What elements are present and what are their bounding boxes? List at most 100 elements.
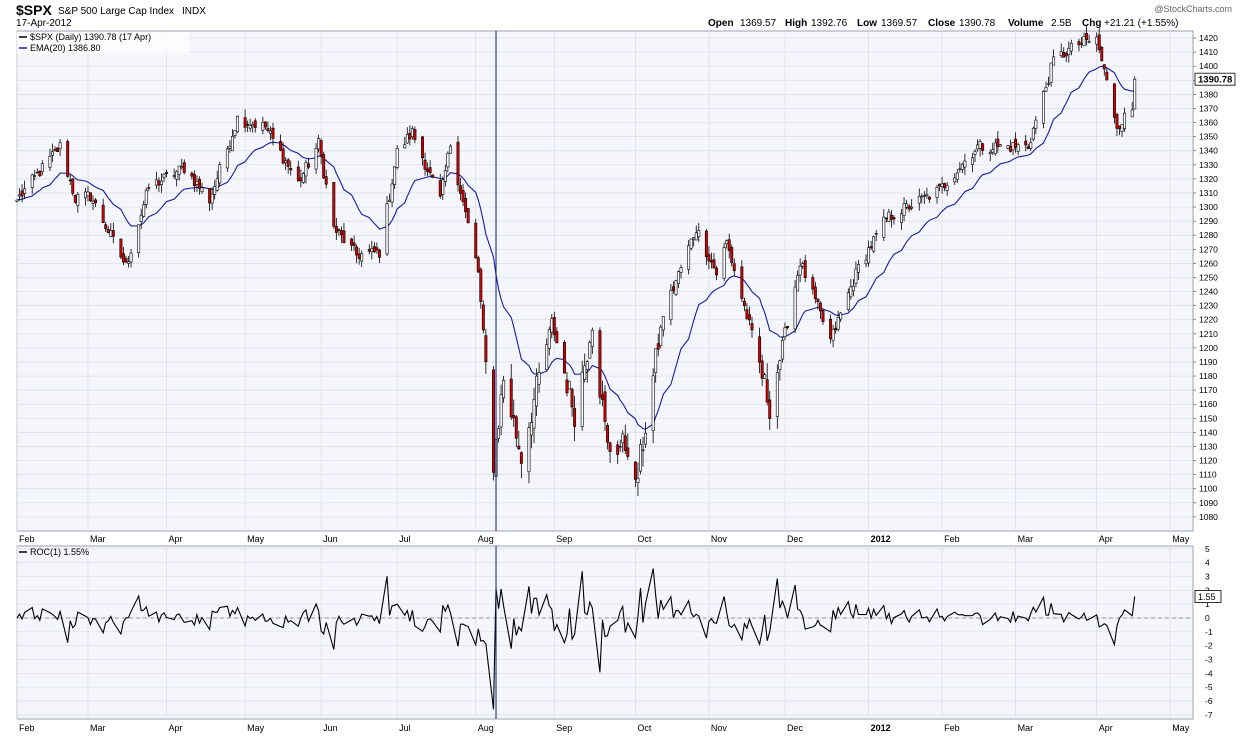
month-label: Apr	[169, 534, 183, 544]
candle-body	[492, 369, 495, 473]
down-candle	[821, 308, 825, 325]
down-candle	[712, 253, 716, 269]
down-candle	[1105, 67, 1109, 82]
down-candle	[745, 303, 749, 321]
candle-body	[1006, 145, 1010, 149]
roc-tick-label: 5	[1205, 544, 1210, 554]
candle-body	[839, 312, 843, 320]
down-candle	[818, 301, 822, 319]
down-candle	[484, 328, 488, 374]
price-plot-area	[16, 30, 1194, 532]
up-candle	[236, 115, 239, 133]
up-candle	[778, 359, 782, 381]
candle-body	[408, 132, 412, 140]
candle-body	[598, 330, 602, 398]
price-tick-label: 1350	[1199, 132, 1218, 142]
candle-body	[725, 240, 729, 245]
high-label: High	[785, 18, 807, 29]
price-tick-label: 1140	[1199, 427, 1218, 437]
candle-body	[334, 226, 338, 233]
up-candle	[856, 259, 860, 280]
candle-body	[953, 177, 957, 183]
up-candle	[689, 238, 693, 251]
down-candle	[517, 430, 521, 451]
candle-body	[849, 286, 853, 298]
up-candle	[443, 164, 447, 187]
candle-body	[1102, 64, 1106, 70]
candle-body	[476, 257, 480, 273]
candle-body	[692, 237, 696, 240]
candle-body	[281, 148, 285, 164]
up-candle	[1087, 34, 1091, 44]
down-candle	[760, 354, 764, 387]
candle-body	[535, 375, 539, 407]
candle-body	[431, 174, 435, 178]
price-tick-label: 1160	[1199, 399, 1218, 409]
down-candle	[633, 461, 637, 488]
volume-value: 2.5B	[1051, 18, 1072, 29]
candle-body	[195, 181, 199, 185]
candle-body	[377, 249, 381, 258]
price-tick-label: 1220	[1199, 315, 1218, 325]
up-candle	[998, 144, 1002, 147]
candle-body	[236, 115, 239, 133]
candle-body	[1115, 114, 1119, 129]
price-tick-label: 1400	[1199, 61, 1218, 71]
down-candle	[742, 297, 746, 312]
roc-tick-label: 4	[1205, 558, 1210, 568]
candle-body	[461, 189, 465, 202]
up-candle	[780, 336, 784, 363]
candle-body	[1082, 36, 1086, 47]
close-label: Close	[928, 18, 956, 29]
up-candle	[874, 230, 878, 242]
down-candle	[1024, 135, 1028, 152]
candle-body	[370, 248, 374, 253]
candle-body	[910, 206, 914, 209]
up-candle	[215, 170, 219, 192]
candle-body	[509, 378, 513, 418]
candle-body	[413, 129, 417, 141]
candle-body	[40, 163, 44, 172]
up-candle	[230, 129, 234, 152]
candle-body	[732, 263, 736, 272]
down-candle	[1100, 45, 1104, 62]
up-candle	[210, 187, 214, 210]
up-candle	[499, 384, 503, 436]
up-candle	[1123, 107, 1127, 132]
candle-body	[996, 138, 1000, 147]
month-label: Jul	[399, 534, 411, 544]
candle-body	[18, 194, 21, 197]
up-candle	[867, 240, 871, 267]
candle-body	[474, 222, 478, 259]
candle-body	[230, 136, 234, 152]
up-candle	[783, 322, 787, 341]
candle-body	[109, 230, 113, 237]
candle-body	[1026, 146, 1030, 150]
down-candle	[892, 215, 896, 225]
open-label: Open	[708, 18, 734, 29]
candle-body	[246, 123, 250, 126]
candle-body	[955, 172, 959, 180]
down-candle	[350, 237, 354, 251]
down-candle	[355, 244, 359, 264]
volume-label: Volume	[1008, 18, 1044, 29]
month-label: Oct	[637, 723, 652, 733]
candle-body	[562, 341, 566, 374]
candle-body	[208, 187, 212, 204]
price-tick-label: 1330	[1199, 160, 1218, 170]
up-candle	[30, 173, 34, 195]
down-candle	[1112, 83, 1116, 124]
price-tick-label: 1080	[1199, 512, 1218, 522]
candle-body	[162, 173, 166, 178]
legend-ema: EMA(20) 1386.80	[30, 43, 101, 53]
down-candle	[324, 169, 328, 189]
quote-bar: Open 1369.57 High 1392.76 Low 1369.57 Cl…	[708, 18, 1179, 29]
price-tick-label: 1190	[1199, 357, 1218, 367]
candle-body	[94, 199, 98, 204]
down-candle	[562, 340, 566, 374]
down-candle	[704, 228, 708, 266]
up-candle	[945, 182, 949, 196]
down-candle	[1097, 27, 1101, 54]
down-candle	[813, 281, 817, 304]
